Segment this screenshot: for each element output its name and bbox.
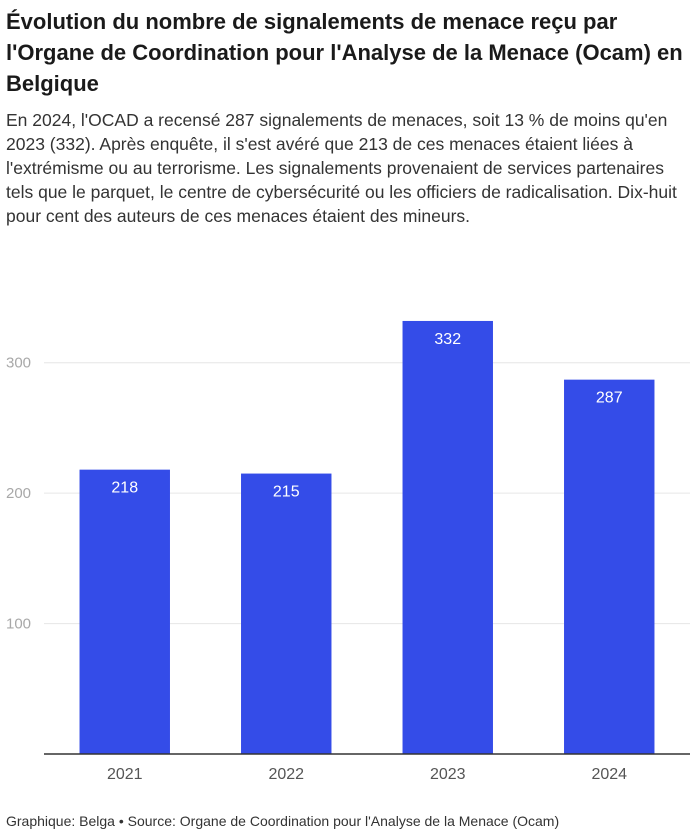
bar-value-label: 287 xyxy=(596,390,623,407)
bar-labels: 218 215 332 287 xyxy=(111,331,622,501)
bars xyxy=(79,320,655,754)
bar-2024 xyxy=(564,379,655,754)
chart-description: En 2024, l'OCAD a recensé 287 signalemen… xyxy=(6,110,677,226)
bar-chart: 100 200 300 218 215 332 287 2021 2022 2023 2024 xyxy=(6,320,690,783)
y-axis-ticks: 100 200 300 xyxy=(6,355,31,633)
bar-2022 xyxy=(241,473,332,754)
chart-title: Évolution du nombre de signalements de m… xyxy=(6,9,683,96)
bar-value-label: 215 xyxy=(273,484,300,501)
bar-value-label: 218 xyxy=(111,480,138,497)
y-tick-label: 300 xyxy=(6,355,31,372)
x-tick-label: 2021 xyxy=(107,766,143,783)
chart-source: Graphique: Belga • Source: Organe de Coo… xyxy=(6,813,560,829)
x-tick-label: 2024 xyxy=(591,766,627,783)
bar-value-label: 332 xyxy=(434,331,461,348)
bar-2021 xyxy=(79,469,170,754)
bar-2023 xyxy=(402,320,493,754)
x-axis-ticks: 2021 2022 2023 2024 xyxy=(107,766,627,783)
y-tick-label: 200 xyxy=(6,485,31,502)
y-tick-label: 100 xyxy=(6,616,31,633)
x-tick-label: 2023 xyxy=(430,766,466,783)
x-tick-label: 2022 xyxy=(268,766,304,783)
